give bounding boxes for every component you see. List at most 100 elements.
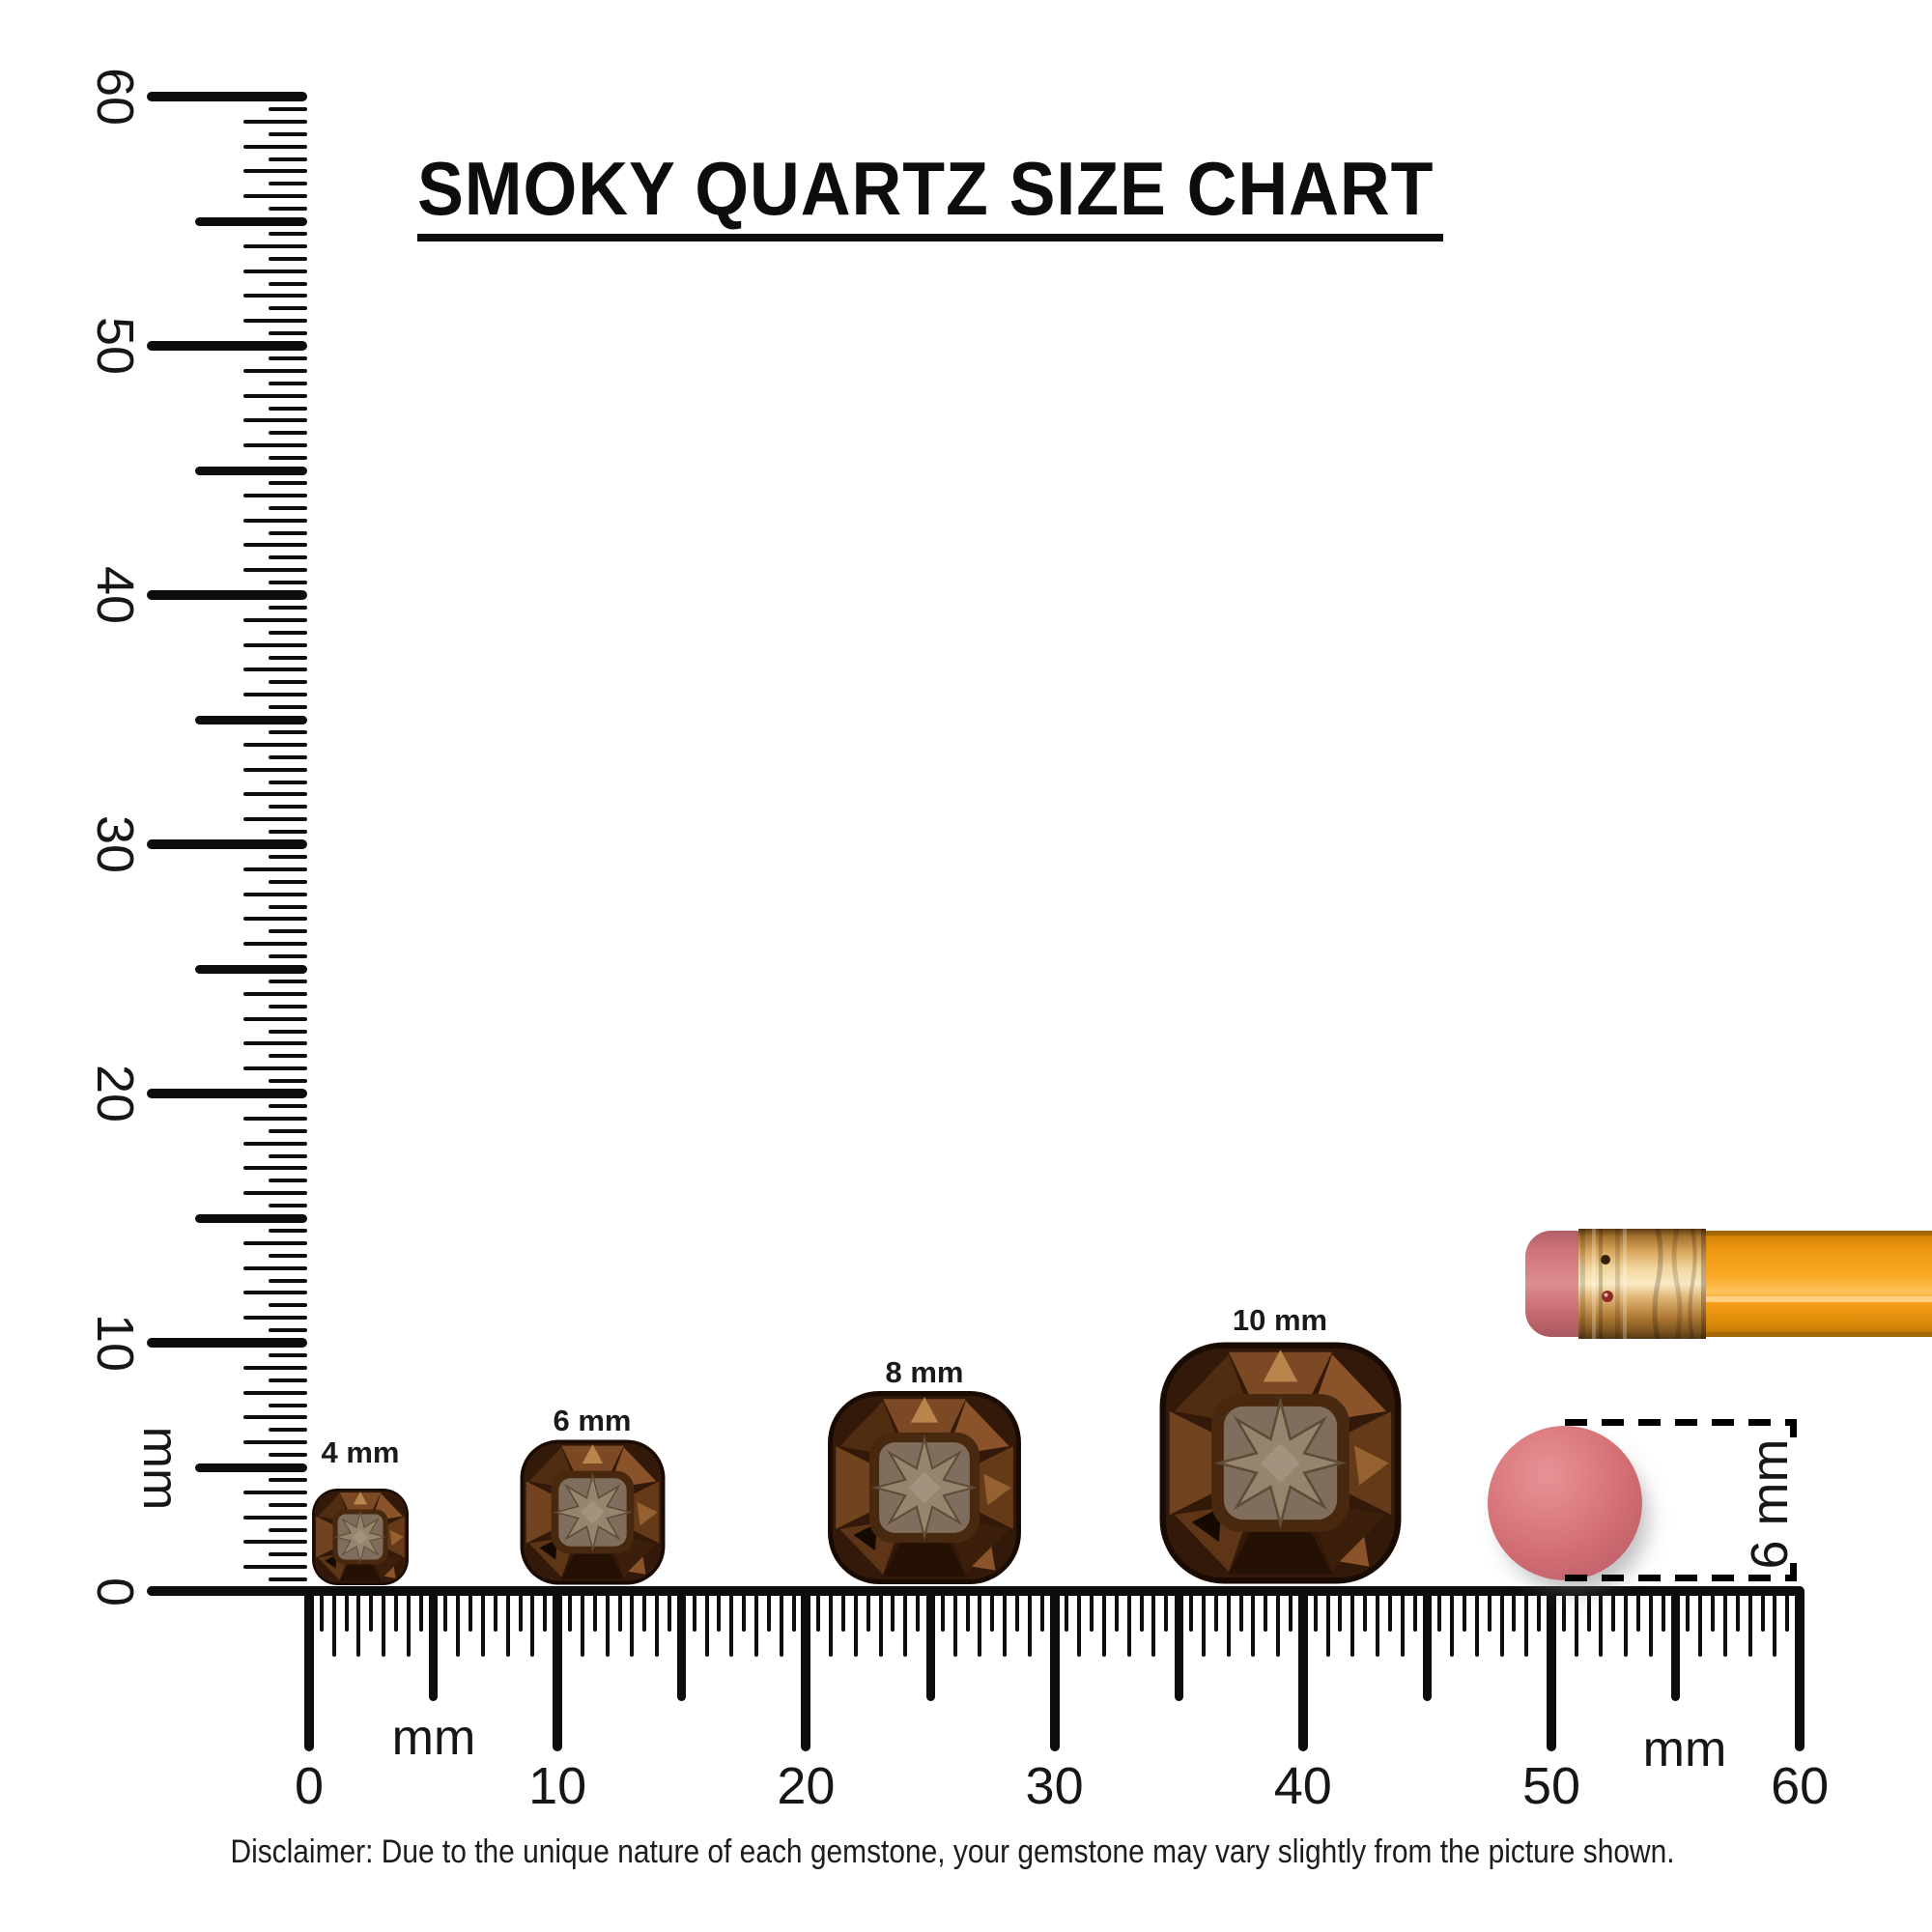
h-ruler-tick (1102, 1587, 1107, 1657)
v-ruler-tick (269, 1477, 307, 1482)
h-ruler-tick (630, 1587, 635, 1657)
v-ruler-tick (269, 1054, 307, 1059)
v-ruler-tick (243, 169, 307, 174)
v-ruler-tick (269, 207, 307, 212)
v-ruler-tick (269, 331, 307, 336)
v-ruler-tick (269, 605, 307, 610)
v-ruler-tick (269, 431, 307, 436)
h-ruler-tick (553, 1587, 563, 1751)
v-ruler-tick (269, 456, 307, 461)
v-ruler-number: 40 (86, 565, 144, 625)
v-ruler-tick (147, 341, 307, 351)
h-ruler-tick (1189, 1587, 1194, 1632)
h-ruler-unit-label-right: mm (1642, 1721, 1727, 1777)
v-ruler-tick (269, 705, 307, 710)
gem-label: 10 mm (1232, 1303, 1328, 1337)
h-ruler-unit-label-left: mm (391, 1710, 476, 1766)
h-ruler-tick (742, 1587, 747, 1632)
v-ruler-tick (269, 1328, 307, 1333)
h-ruler-tick (1512, 1587, 1517, 1632)
h-ruler-tick (1561, 1587, 1566, 1632)
v-ruler-tick (243, 1565, 307, 1570)
h-ruler-tick (891, 1587, 895, 1632)
h-ruler-tick (1698, 1587, 1703, 1657)
h-ruler-tick (518, 1587, 523, 1632)
h-ruler-tick (866, 1587, 870, 1632)
h-ruler-tick (1313, 1587, 1318, 1632)
v-ruler-tick (269, 805, 307, 810)
v-ruler-tick (269, 1352, 307, 1357)
v-ruler-tick (269, 1552, 307, 1557)
h-ruler-tick (816, 1587, 821, 1632)
h-ruler-tick (1039, 1587, 1044, 1632)
h-ruler-tick (1487, 1587, 1492, 1632)
gem-6mm (519, 1438, 667, 1586)
v-ruler-tick (243, 119, 307, 124)
h-ruler-tick (1586, 1587, 1591, 1632)
h-ruler-number: 30 (1025, 1757, 1084, 1815)
h-ruler-tick (952, 1587, 957, 1657)
gem-8mm (826, 1389, 1023, 1586)
v-ruler-unit-label: mm (132, 1426, 188, 1511)
v-ruler-tick (269, 1502, 307, 1507)
v-ruler-number: 20 (86, 1064, 144, 1123)
v-ruler-tick (269, 231, 307, 236)
v-ruler-tick (269, 256, 307, 261)
h-ruler-tick (382, 1587, 386, 1657)
v-ruler-tick (243, 1116, 307, 1121)
v-ruler-tick (243, 817, 307, 822)
v-ruler-tick (243, 767, 307, 772)
h-ruler-tick (925, 1587, 935, 1701)
v-ruler-tick (269, 381, 307, 385)
h-ruler-tick (1648, 1587, 1653, 1657)
h-ruler-tick (990, 1587, 995, 1632)
h-ruler-tick (1003, 1587, 1008, 1657)
h-ruler-tick (667, 1587, 671, 1632)
eraser-end-circle (1488, 1426, 1642, 1580)
v-ruler-tick (243, 1490, 307, 1494)
v-ruler-tick (243, 194, 307, 199)
h-ruler-tick (580, 1587, 584, 1657)
v-ruler-number: 60 (86, 67, 144, 127)
v-ruler-tick (269, 1278, 307, 1283)
v-ruler-tick (195, 466, 307, 475)
v-ruler-tick (269, 555, 307, 560)
h-ruler-tick (592, 1587, 597, 1632)
h-ruler-tick (505, 1587, 510, 1657)
gem-10mm (1157, 1340, 1404, 1586)
h-ruler-tick (1462, 1587, 1466, 1632)
v-ruler-tick (243, 742, 307, 747)
h-ruler-tick (369, 1587, 374, 1632)
v-ruler-tick (269, 1228, 307, 1233)
h-ruler-tick (1077, 1587, 1082, 1657)
v-ruler-number: 10 (86, 1313, 144, 1373)
h-ruler-tick (394, 1587, 399, 1632)
v-ruler-tick (269, 780, 307, 784)
v-ruler-tick (243, 867, 307, 871)
v-ruler-tick (269, 355, 307, 360)
v-ruler-tick (243, 418, 307, 423)
h-ruler-tick (1747, 1587, 1752, 1657)
v-ruler-tick (269, 754, 307, 759)
v-ruler-tick (195, 1463, 307, 1472)
h-ruler-number: 50 (1521, 1757, 1581, 1815)
v-ruler-tick (269, 954, 307, 959)
v-ruler-tick (147, 1089, 307, 1098)
v-ruler-tick (243, 443, 307, 448)
h-ruler-number: 0 (294, 1757, 325, 1815)
h-ruler-tick (617, 1587, 622, 1632)
v-ruler-tick (243, 294, 307, 298)
h-ruler-tick (1363, 1587, 1368, 1632)
v-ruler-tick (243, 543, 307, 548)
v-ruler-tick (269, 1303, 307, 1308)
v-ruler-tick (243, 1415, 307, 1420)
v-ruler-tick (243, 1540, 307, 1545)
h-ruler-tick (356, 1587, 361, 1657)
v-ruler-tick (243, 642, 307, 647)
h-ruler-tick (1151, 1587, 1156, 1657)
v-ruler-tick (147, 590, 307, 600)
gem-label: 6 mm (553, 1404, 632, 1437)
v-ruler-tick (243, 991, 307, 996)
v-ruler-number: 0 (86, 1577, 144, 1607)
